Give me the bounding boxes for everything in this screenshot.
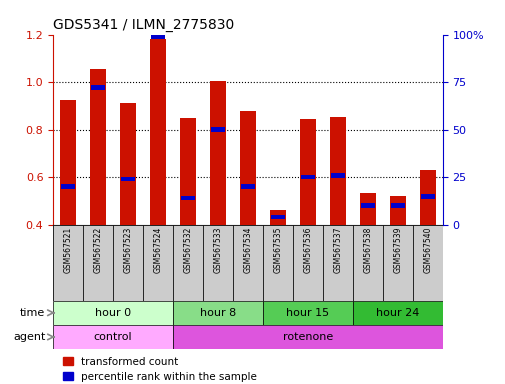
Bar bbox=[209, 81, 226, 225]
Bar bbox=[53, 325, 173, 349]
Text: GDS5341 / ILMN_2775830: GDS5341 / ILMN_2775830 bbox=[53, 18, 234, 32]
Bar bbox=[359, 192, 375, 225]
Text: GSM567524: GSM567524 bbox=[153, 227, 162, 273]
Bar bbox=[263, 225, 292, 301]
Bar bbox=[329, 116, 345, 225]
Text: GSM567533: GSM567533 bbox=[213, 227, 222, 273]
Bar bbox=[53, 301, 173, 325]
Text: agent: agent bbox=[13, 332, 45, 342]
Bar bbox=[61, 184, 75, 189]
Bar bbox=[270, 215, 284, 219]
Bar bbox=[121, 177, 135, 181]
Bar bbox=[239, 111, 256, 225]
Bar bbox=[389, 196, 405, 225]
Bar bbox=[263, 301, 352, 325]
Bar bbox=[382, 225, 412, 301]
Bar bbox=[232, 225, 263, 301]
Text: GSM567521: GSM567521 bbox=[64, 227, 73, 273]
Bar bbox=[173, 325, 442, 349]
Bar bbox=[211, 127, 225, 132]
Bar bbox=[322, 225, 352, 301]
Bar bbox=[120, 103, 136, 225]
Bar bbox=[83, 225, 113, 301]
Bar bbox=[91, 85, 105, 90]
Bar bbox=[53, 225, 83, 301]
Text: hour 0: hour 0 bbox=[95, 308, 131, 318]
Bar bbox=[269, 210, 286, 225]
Bar bbox=[179, 118, 196, 225]
Bar bbox=[419, 170, 435, 225]
Text: GSM567534: GSM567534 bbox=[243, 227, 252, 273]
Text: GSM567532: GSM567532 bbox=[183, 227, 192, 273]
Text: GSM567522: GSM567522 bbox=[93, 227, 103, 273]
Text: GSM567537: GSM567537 bbox=[333, 227, 342, 273]
Bar bbox=[173, 301, 263, 325]
Bar bbox=[150, 34, 165, 39]
Bar bbox=[173, 225, 203, 301]
Text: hour 24: hour 24 bbox=[375, 308, 419, 318]
Bar bbox=[181, 196, 194, 200]
Bar bbox=[360, 203, 374, 208]
Bar bbox=[149, 39, 166, 225]
Bar bbox=[390, 203, 404, 208]
Bar bbox=[143, 225, 173, 301]
Bar bbox=[330, 173, 344, 177]
Text: GSM567539: GSM567539 bbox=[392, 227, 401, 273]
Text: control: control bbox=[93, 332, 132, 342]
Bar bbox=[90, 69, 106, 225]
Bar bbox=[412, 225, 442, 301]
Text: hour 15: hour 15 bbox=[286, 308, 329, 318]
Text: GSM567535: GSM567535 bbox=[273, 227, 282, 273]
Text: GSM567523: GSM567523 bbox=[123, 227, 132, 273]
Bar bbox=[420, 194, 434, 199]
Bar bbox=[60, 100, 76, 225]
Bar bbox=[300, 175, 314, 179]
Text: GSM567540: GSM567540 bbox=[422, 227, 431, 273]
Text: hour 8: hour 8 bbox=[199, 308, 236, 318]
Bar bbox=[113, 225, 143, 301]
Bar bbox=[299, 119, 316, 225]
Text: GSM567536: GSM567536 bbox=[303, 227, 312, 273]
Bar bbox=[292, 225, 322, 301]
Bar bbox=[240, 184, 255, 189]
Bar bbox=[352, 301, 442, 325]
Bar bbox=[352, 225, 382, 301]
Legend: transformed count, percentile rank within the sample: transformed count, percentile rank withi… bbox=[58, 353, 261, 384]
Text: rotenone: rotenone bbox=[282, 332, 332, 342]
Text: time: time bbox=[20, 308, 45, 318]
Text: GSM567538: GSM567538 bbox=[363, 227, 372, 273]
Bar bbox=[203, 225, 232, 301]
